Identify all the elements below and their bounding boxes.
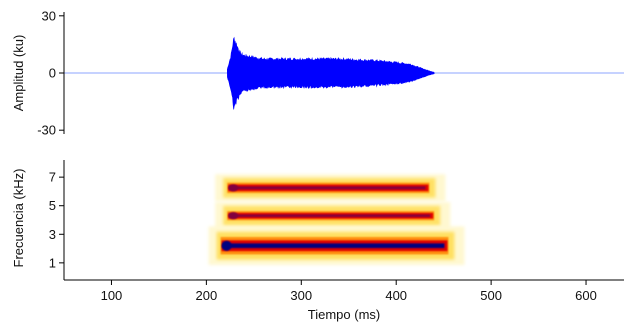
waveform-ylabel: Amplitud (ku) [11,35,26,112]
spectrogram-x-tick-label: 200 [196,288,218,303]
band-onset [228,184,239,192]
waveform-plot-area [64,36,624,110]
waveform-y-ticks: 30 0 -30 [37,8,64,138]
spectrogram-band [215,174,446,202]
spectrogram-y-tick-label: 5 [49,198,56,213]
spectrogram-x-tick-label: 500 [480,288,502,303]
spectrogram-x-tick-label: 400 [385,288,407,303]
spectrogram-ylabel: Frecuencia (kHz) [11,169,26,268]
band-core [222,243,445,249]
spectrogram-band [208,226,465,265]
spectrogram-plot-area [208,174,465,265]
band-onset [228,212,239,220]
spectrogram-x-tick-label: 600 [575,288,597,303]
band-core [229,214,431,217]
spectrogram-x-tick-label: 300 [290,288,312,303]
spectrogram-xlabel: Tiempo (ms) [308,307,380,322]
spectrogram-y-tick-label: 1 [49,255,56,270]
spectrogram-y-ticks: 1 3 5 7 [49,170,64,270]
spectrogram-y-tick-label: 7 [49,170,56,185]
waveform-series [226,36,435,110]
spectrogram-y-tick-label: 3 [49,227,56,242]
waveform-y-tick-label: 0 [49,66,56,81]
spectrogram-x-tick-label: 100 [101,288,123,303]
spectrogram-band [215,202,451,230]
band-core [229,186,426,190]
waveform-y-tick-label: -30 [37,123,56,138]
spectrogram-panel: 1 3 5 7 100 200 300 400 500 600 Frecuencia (kHz)… [11,160,624,322]
spectrogram-x-ticks: 100 200 300 400 500 600 [101,280,597,303]
waveform-y-tick-label: 30 [42,8,56,23]
band-onset [221,240,232,251]
waveform-panel: 30 0 -30 Amplitud (ku) [11,8,624,138]
